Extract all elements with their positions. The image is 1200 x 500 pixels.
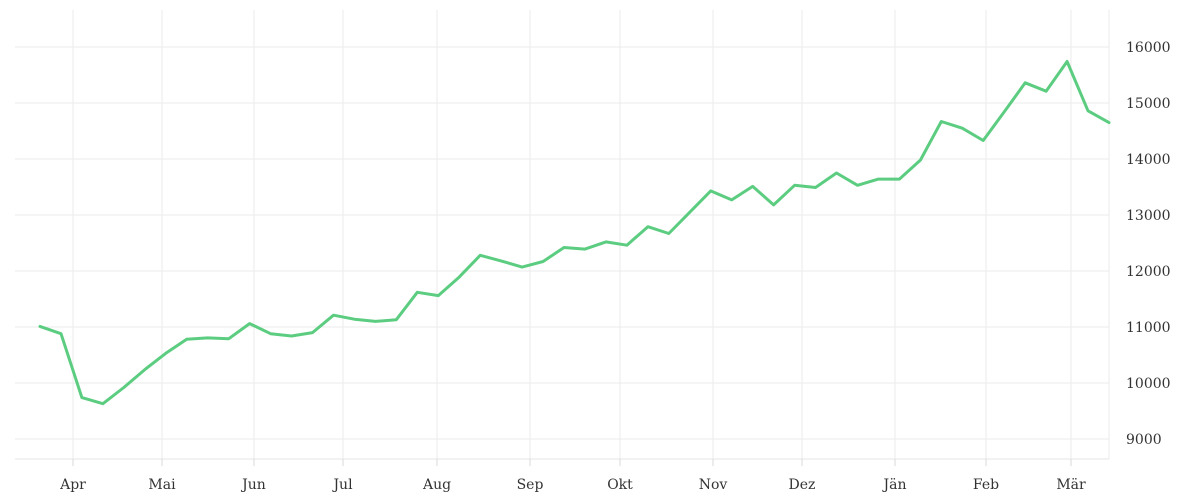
x-tick-label: Apr <box>59 477 86 493</box>
x-tick-label: Sep <box>517 477 544 493</box>
x-tick-label: Aug <box>422 477 451 493</box>
x-tick-label: Dez <box>789 477 816 493</box>
y-tick-label: 13000 <box>1126 208 1171 224</box>
y-tick-label: 15000 <box>1126 96 1171 112</box>
index-value-line <box>38 60 1111 406</box>
y-tick-label: 16000 <box>1126 40 1171 56</box>
x-tick-label: Mär <box>1056 477 1086 493</box>
y-tick-label: 9000 <box>1126 432 1162 448</box>
x-tick-label: Nov <box>699 477 728 493</box>
y-tick-label: 12000 <box>1126 264 1171 280</box>
y-tick-label: 10000 <box>1126 376 1171 392</box>
x-tick-label: Feb <box>973 477 999 493</box>
y-tick-label: 11000 <box>1126 320 1171 336</box>
x-tick-label: Okt <box>607 477 633 493</box>
y-tick-label: 14000 <box>1126 152 1171 168</box>
x-tick-label: Jun <box>240 477 266 493</box>
x-tick-label: Jul <box>331 477 353 493</box>
x-tick-label: Mai <box>148 477 176 493</box>
x-tick-label: Jän <box>882 477 907 493</box>
